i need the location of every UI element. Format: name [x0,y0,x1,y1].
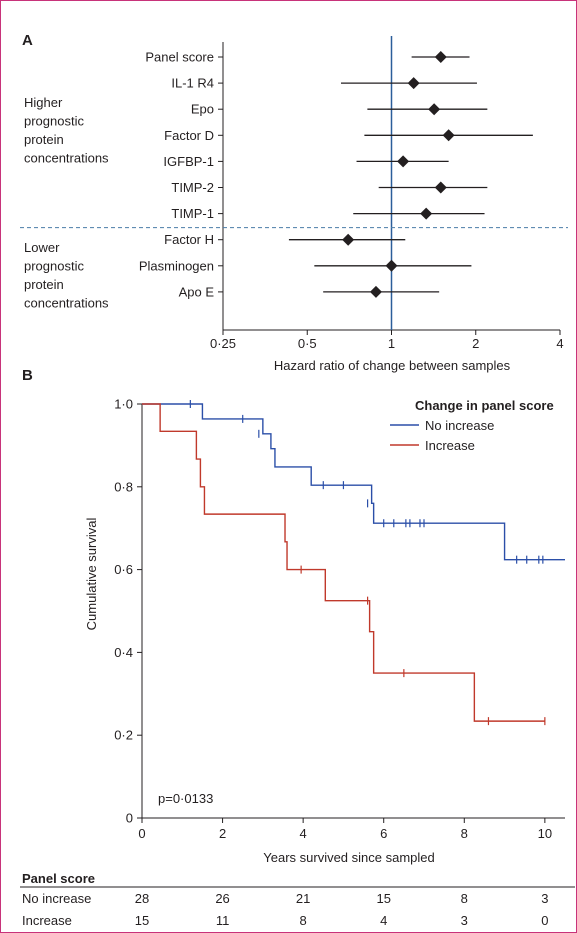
panel-a-letter: A [22,32,33,49]
risk-table-title: Panel score [22,871,95,886]
survival-x-tick-label: 10 [538,826,552,841]
risk-cell: 8 [461,891,468,906]
risk-cell: 3 [541,891,548,906]
risk-cell: 0 [541,913,548,928]
forest-row-label-apo-e: Apo E [179,284,215,299]
survival-plot: 0 0·2 0·4 0·6 0·8 1·0 0 2 4 6 8 10 [114,397,565,841]
legend-label-increase: Increase [425,438,475,453]
hr-marker-timp-2 [434,181,447,194]
legend-label-no-increase: No increase [425,418,494,433]
survival-x-tick-label: 6 [380,826,387,841]
forest-row-label-timp-1: TIMP-1 [171,206,214,221]
forest-plot: 0·25 0·5 1 2 4 Panel score IL-1 R4 Epo Factor D I… [20,36,568,351]
forest-x-tick-label: 4 [556,336,563,351]
survival-curve-increase [142,403,545,722]
forest-row-label-factor-d: Factor D [164,128,214,143]
risk-cell: 28 [135,891,149,906]
survival-y-tick-label: 0·6 [114,562,133,577]
forest-row-label-il-1-r4: IL-1 R4 [171,76,214,91]
forest-x-tick-label: 2 [472,336,479,351]
hr-marker-apo-e [369,285,382,298]
hr-marker-factor-h [342,233,355,246]
survival-x-tick-label: 4 [300,826,307,841]
risk-cell: 11 [216,913,230,928]
risk-cell: 15 [135,913,149,928]
survival-x-tick-label: 2 [219,826,226,841]
survival-y-tick-label: 0 [126,811,133,826]
risk-cell: 8 [300,913,307,928]
risk-row-label-increase: Increase [22,913,72,928]
risk-cell: 4 [380,913,387,928]
risk-cell: 15 [376,891,390,906]
forest-row-label-panel-score: Panel score [145,50,214,65]
group-label-line: protein [24,132,64,147]
survival-y-tick-label: 0·2 [114,728,133,743]
hr-marker-panel-score [434,51,447,63]
hr-marker-factor-d [442,129,455,142]
hr-marker-timp-1 [420,207,433,220]
legend-title: Change in panel score [415,398,554,413]
p-value-annotation: p=0·0133 [158,791,213,806]
group-label-line: Lower [24,240,60,255]
survival-curve-no-increase [142,403,565,561]
forest-x-axis-label: Hazard ratio of change between samples [274,358,511,373]
risk-cell: 3 [461,913,468,928]
hr-marker-igfbp-1 [397,155,410,168]
risk-cell: 26 [215,891,229,906]
survival-x-axis-label: Years survived since sampled [263,850,435,865]
group-label-line: protein [24,277,64,292]
forest-x-tick-label: 0·25 [210,336,236,351]
forest-row-label-epo: Epo [191,102,214,117]
survival-x-tick-label: 8 [461,826,468,841]
group-label-line: prognostic [24,114,84,129]
hr-marker-plasminogen [385,259,398,272]
group-label-line: prognostic [24,259,84,274]
forest-x-tick-label: 0·5 [298,336,317,351]
forest-row-label-igfbp-1: IGFBP-1 [163,154,214,169]
group-label-line: concentrations [24,296,109,311]
survival-y-tick-label: 1·0 [114,397,133,412]
risk-row-label-no-increase: No increase [22,891,91,906]
panel-b-letter: B [22,367,33,384]
survival-y-tick-label: 0·8 [114,479,133,494]
group-label-line: concentrations [24,151,109,166]
hr-marker-il-1-r4 [407,77,420,90]
risk-cell: 21 [296,891,310,906]
group-label-line: Higher [24,95,63,110]
survival-y-axis-label: Cumulative survival [84,518,99,631]
risk-table: No increase 28 26 21 15 8 3 Increase 15 11 8 4 3 0 [22,891,548,928]
forest-row-label-timp-2: TIMP-2 [171,180,214,195]
survival-y-tick-label: 0·4 [114,645,133,660]
forest-x-tick-label: 1 [388,336,395,351]
forest-row-label-factor-h: Factor H [164,232,214,247]
hr-marker-epo [428,103,441,116]
survival-x-tick-label: 0 [138,826,145,841]
forest-row-label-plasminogen: Plasminogen [139,258,214,273]
